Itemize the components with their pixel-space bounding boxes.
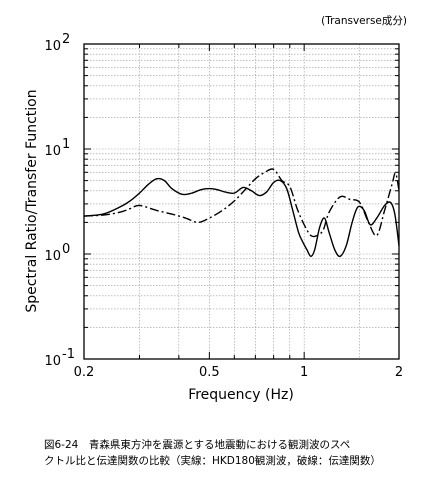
x-tick-labels: 0.2 0.5 1 2 xyxy=(74,365,403,380)
plot-frame xyxy=(83,43,400,360)
caption-line-2: クトル比と伝達関数の比較（実線：HKD180観測波，破線：伝達関数） xyxy=(44,455,381,467)
x-tick-label: 2 xyxy=(395,365,403,380)
figure-caption: 図6-24 青森県東方沖を震源とする地震動における観測波のスペ クトル比と伝達関… xyxy=(44,437,440,469)
y-tick-label-base: 10 xyxy=(44,144,61,159)
y-tick-label-exponent: 0 xyxy=(62,242,70,257)
y-tick-label-base: 10 xyxy=(44,249,61,264)
data-series xyxy=(83,168,400,258)
y-tick-label-exponent: 2 xyxy=(62,32,70,47)
caption-line-1: 図6-24 青森県東方沖を震源とする地震動における観測波のスペ xyxy=(44,439,351,451)
series-line-dashdot xyxy=(83,168,400,238)
grid-lines xyxy=(84,44,399,359)
y-tick-label-exponent: -1 xyxy=(62,347,75,362)
y-tick-label-base: 10 xyxy=(44,39,61,54)
x-tick-label: 1 xyxy=(300,365,308,380)
x-tick-label: 0.5 xyxy=(199,365,220,380)
component-annotation: (Transverse成分) xyxy=(321,15,407,27)
x-tick-label: 0.2 xyxy=(74,365,95,380)
series-line-solid xyxy=(83,177,400,258)
y-axis-title: Spectral Ratio/Transfer Function xyxy=(24,89,40,312)
y-tick-label-base: 10 xyxy=(44,354,61,369)
y-tick-label-exponent: 1 xyxy=(62,137,70,152)
axis-ticks xyxy=(83,44,400,359)
x-axis-title: Frequency (Hz) xyxy=(188,387,294,403)
